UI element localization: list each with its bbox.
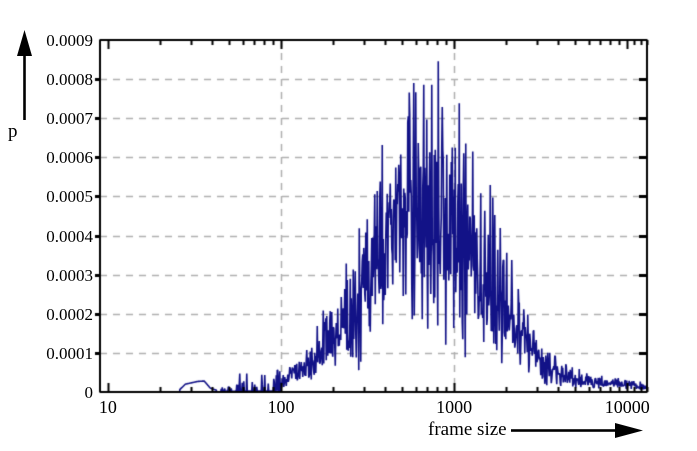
y-tick-label: 0.0003 <box>46 265 93 285</box>
y-tick-label: 0.0007 <box>46 109 93 129</box>
y-tick-label: 0.0008 <box>46 70 93 90</box>
y-axis-label: p <box>8 121 18 142</box>
y-tick-label: 0.0002 <box>46 304 93 324</box>
y-axis-arrow-icon <box>17 30 32 120</box>
y-tick-label: 0.0009 <box>46 31 93 50</box>
y-tick-label: 0 <box>84 383 94 402</box>
y-tick-label: 0.0006 <box>46 148 93 168</box>
y-tick-label: 0.0005 <box>46 187 93 207</box>
y-tick-label: 0.0001 <box>46 343 93 363</box>
x-axis-title: frame size <box>428 419 645 441</box>
x-tick-label: 10 <box>98 397 117 417</box>
x-tick-label: 10000 <box>604 397 650 417</box>
y-axis-title: p <box>6 28 36 148</box>
x-tick-label: 1000 <box>436 397 473 417</box>
y-tick-label: 0.0004 <box>46 226 93 246</box>
x-axis-label: frame size <box>428 419 507 440</box>
x-axis-arrow-icon <box>510 422 643 438</box>
x-tick-label: 100 <box>267 397 295 417</box>
